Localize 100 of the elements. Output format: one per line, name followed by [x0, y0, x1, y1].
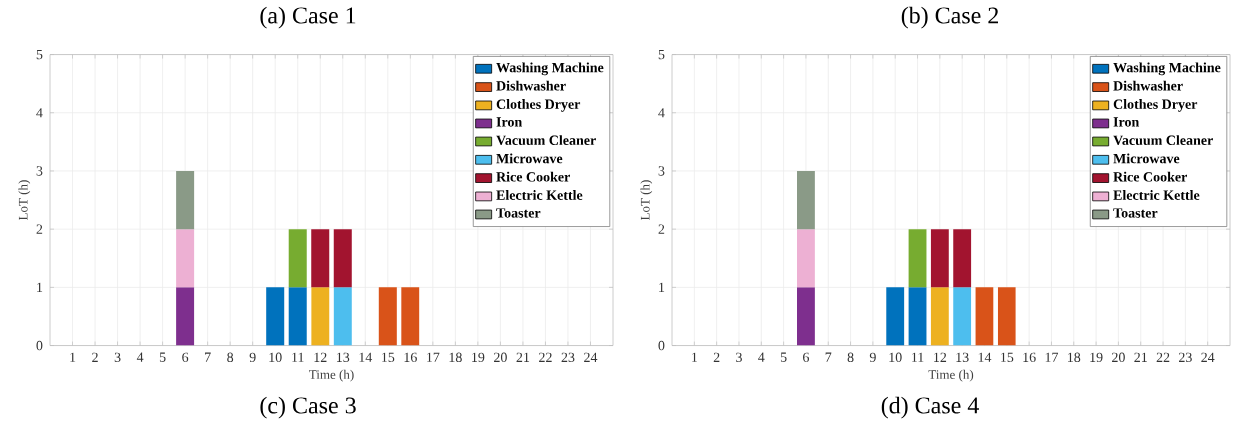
y-tick-label: 4	[36, 108, 43, 118]
bar	[930, 287, 949, 346]
legend-label: Iron	[496, 117, 523, 127]
x-tick-label: 7	[205, 352, 211, 362]
text: (d) Case 4	[881, 396, 979, 419]
x-tick-label: 13	[956, 352, 969, 363]
bar	[333, 287, 352, 346]
x-tick-label: 11	[292, 352, 304, 363]
y-tick-label: 1	[659, 282, 665, 293]
legend-label: Iron	[1113, 117, 1140, 127]
x-tick-label: 24	[1201, 352, 1215, 363]
y-tick-label: 0	[658, 341, 665, 351]
x-tick-label: 24	[584, 352, 598, 363]
y-tick-label: 0	[36, 341, 43, 351]
y-tick-label: 3	[658, 166, 665, 176]
x-tick-label: 15	[382, 352, 395, 363]
y-tick-label: 5	[658, 50, 665, 60]
bar	[797, 229, 815, 288]
legend-label: Electric Kettle	[1113, 190, 1200, 201]
y-tick-label: 5	[36, 50, 43, 60]
bar	[886, 287, 905, 346]
x-tick-label: 13	[336, 352, 350, 363]
bar	[997, 287, 1016, 346]
y-axis-title: LoT (h)	[640, 180, 653, 221]
bar	[930, 229, 949, 288]
x-tick-label: 1	[692, 352, 697, 363]
legend-label: Electric Kettle	[496, 190, 583, 201]
x-tick-label: 22	[1156, 352, 1170, 363]
y-tick-label: 3	[36, 166, 43, 176]
legend-label: Dishwasher	[1113, 80, 1183, 91]
x-tick-label: 21	[516, 352, 530, 363]
x-axis-title: Time (h)	[928, 370, 974, 382]
x-tick-label: 10	[269, 352, 282, 363]
bar	[975, 287, 994, 346]
x-tick-label: 2	[92, 352, 98, 363]
x-tick-label: 9	[249, 352, 256, 363]
legend-label: Microwave	[1113, 153, 1180, 164]
x-axis-title: Time (h)	[309, 370, 354, 382]
bar	[288, 229, 307, 288]
bar	[378, 287, 397, 346]
bar	[797, 287, 815, 346]
x-tick-label: 7	[825, 352, 832, 362]
x-tick-label: 6	[803, 352, 810, 363]
x-tick-label: 15	[1001, 352, 1014, 363]
bar	[288, 287, 307, 346]
bar	[908, 287, 927, 346]
legend-label: Toaster	[1113, 208, 1158, 218]
x-tick-label: 17	[1045, 352, 1059, 363]
x-tick-label: 22	[539, 352, 552, 363]
x-tick-label: 18	[1068, 352, 1081, 363]
x-tick-label: 14	[978, 352, 992, 363]
x-tick-label: 2	[713, 352, 720, 363]
x-tick-label: 5	[159, 352, 166, 363]
x-tick-label: 14	[359, 352, 373, 363]
legend-label: Rice Cooker	[1113, 172, 1187, 182]
bar	[266, 287, 285, 346]
x-tick-label: 17	[427, 352, 440, 363]
x-tick-label: 12	[934, 352, 947, 363]
x-tick-label: 3	[114, 352, 121, 363]
y-tick-label: 2	[658, 224, 665, 235]
bar	[953, 287, 972, 346]
x-tick-label: 19	[472, 352, 485, 363]
x-tick-label: 4	[758, 352, 765, 363]
x-tick-label: 8	[227, 352, 234, 363]
legend-label: Washing Machine	[1113, 62, 1221, 76]
x-tick-label: 8	[847, 352, 854, 363]
bar	[311, 287, 330, 346]
x-tick-label: 10	[889, 352, 902, 363]
bar	[311, 229, 330, 288]
x-tick-label: 18	[449, 352, 462, 363]
x-tick-label: 20	[494, 352, 507, 363]
legend-label: Washing Machine	[496, 62, 604, 76]
x-tick-label: 21	[1134, 352, 1147, 363]
bar	[176, 287, 195, 346]
y-axis-title: LoT (h)	[18, 180, 31, 221]
x-tick-label: 3	[736, 352, 742, 363]
x-tick-label: 9	[869, 352, 876, 363]
x-tick-label: 1	[70, 352, 76, 363]
chart-title: (b) Case 2	[901, 6, 998, 29]
bar	[797, 171, 815, 230]
x-tick-label: 23	[561, 352, 575, 363]
y-tick-label: 2	[36, 224, 43, 235]
legend-label: Dishwasher	[496, 80, 566, 91]
chart-title: (a) Case 1	[260, 6, 356, 29]
legend-label: Vacuum Cleaner	[1113, 135, 1213, 146]
y-tick-label: 1	[37, 282, 43, 293]
legend-label: Microwave	[496, 153, 563, 164]
bar	[176, 171, 195, 230]
legend-label: Vacuum Cleaner	[496, 135, 596, 146]
bar	[953, 229, 972, 288]
x-tick-label: 12	[314, 352, 327, 363]
text: (c) Case 3	[260, 396, 356, 419]
legend-label: Clothes Dryer	[1113, 99, 1198, 112]
bar	[401, 287, 420, 346]
x-tick-label: 5	[780, 352, 787, 363]
x-tick-label: 11	[912, 352, 924, 363]
bar	[176, 229, 195, 288]
x-tick-label: 20	[1112, 352, 1125, 363]
x-tick-label: 4	[136, 352, 144, 363]
bar	[908, 229, 927, 288]
